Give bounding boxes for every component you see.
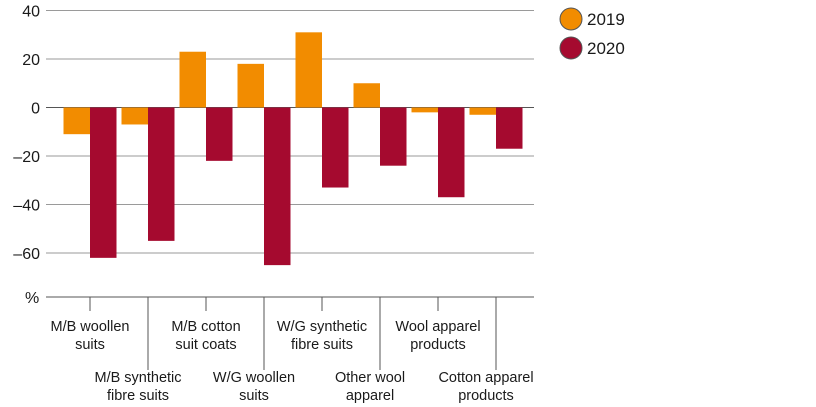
y-tick-label: 40	[22, 4, 40, 21]
bar-2020	[148, 107, 175, 241]
legend-swatch-2020	[559, 36, 583, 60]
bar-2020	[496, 107, 523, 149]
x-axis: M/B woollen suits M/B synthetic fibre suits…	[46, 296, 534, 404]
bar-2019	[469, 107, 496, 115]
bar-2019	[179, 51, 206, 108]
category-label: apparel	[346, 388, 394, 404]
category-label: suits	[239, 388, 269, 404]
y-tick-label: –60	[13, 246, 40, 263]
bar-2020	[438, 107, 465, 198]
category-label: W/G synthetic	[277, 319, 367, 335]
category-label: suit coats	[175, 337, 236, 353]
legend-swatch-2019	[559, 7, 583, 31]
legend-label-2020: 2020	[587, 39, 625, 58]
category-label: products	[458, 388, 514, 404]
category-label: M/B woollen	[51, 319, 130, 335]
bar-2019	[237, 63, 264, 108]
category-label: M/B cotton	[171, 319, 240, 335]
bar-2020	[264, 107, 291, 266]
category-label: fibre suits	[291, 337, 353, 353]
category-label: products	[410, 337, 466, 353]
y-tick-labels: 40 20 0 –20 –40 –60	[13, 4, 40, 264]
bar-2019	[121, 107, 148, 125]
bar-2019	[63, 107, 90, 135]
legend: 2019 2020	[559, 7, 625, 60]
bar-2020	[90, 107, 117, 258]
y-tick-label: 0	[31, 101, 40, 118]
category-label: Other wool	[335, 370, 405, 386]
y-tick-label: –40	[13, 198, 40, 215]
category-label: W/G woollen	[213, 370, 295, 386]
bar-2020	[322, 107, 349, 188]
category-label: suits	[75, 337, 105, 353]
y-tick-label: –20	[13, 149, 40, 166]
category-label: Wool apparel	[395, 319, 480, 335]
y-tick-label: 20	[22, 52, 40, 69]
legend-label-2019: 2019	[587, 10, 625, 29]
bar-2019	[295, 32, 322, 108]
bars	[63, 32, 523, 266]
category-label: M/B synthetic	[94, 370, 181, 386]
bar-2020	[206, 107, 233, 161]
bar-2020	[380, 107, 407, 166]
category-label: Cotton apparel	[438, 370, 533, 386]
bar-2019	[353, 83, 380, 108]
category-label: fibre suits	[107, 388, 169, 404]
bar-2019	[411, 107, 438, 113]
y-unit-label: %	[25, 290, 39, 307]
